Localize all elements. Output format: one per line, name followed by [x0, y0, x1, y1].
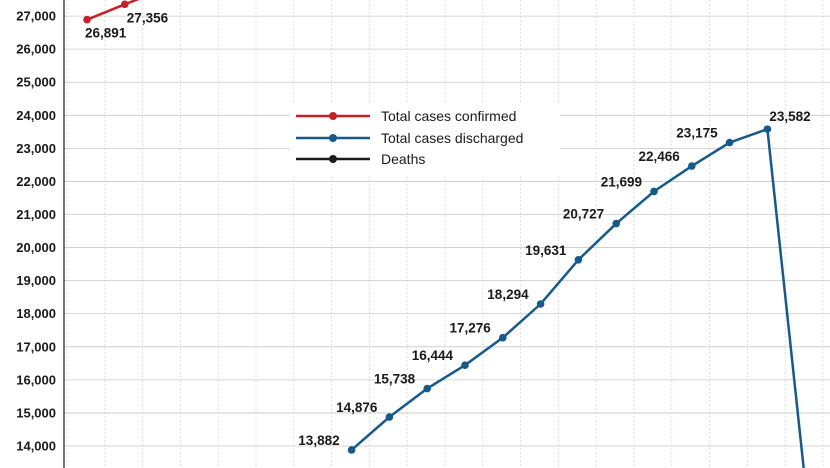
y-tick-label: 27,000	[16, 9, 56, 24]
grid-lines	[64, 0, 830, 468]
data-label: 19,631	[525, 243, 567, 258]
data-point	[347, 446, 356, 454]
legend-marker-discharged	[329, 134, 337, 142]
y-tick-label: 21,000	[16, 207, 56, 222]
data-point	[536, 300, 545, 308]
data-label: 26,891	[85, 26, 127, 41]
data-point	[121, 0, 129, 9]
data-point	[423, 384, 432, 393]
data-label: 17,276	[450, 321, 492, 336]
y-tick-label: 18,000	[16, 306, 56, 321]
legend-label-discharged: Total cases discharged	[381, 130, 523, 146]
data-label: 21,699	[601, 174, 642, 189]
y-tick-label: 25,000	[16, 75, 56, 90]
data-point	[499, 333, 507, 342]
series-line	[350, 127, 805, 468]
y-tick-label: 23,000	[16, 141, 56, 156]
data-label: 18,294	[487, 287, 529, 302]
series-1: 13,882 14,876 15,738 16,444 17,276 18,294 19,6…	[298, 109, 811, 468]
legend-item-confirmed: Total cases confirmed	[296, 108, 516, 124]
data-label: 14,876	[336, 400, 378, 415]
y-tick-label: 26,000	[16, 42, 56, 57]
y-tick-label: 20,000	[16, 240, 56, 255]
data-label: 22,466	[639, 149, 681, 164]
y-tick-label: 22,000	[16, 174, 56, 189]
data-point	[612, 219, 620, 228]
data-label: 27,356	[127, 10, 169, 25]
legend-label-confirmed: Total cases confirmed	[381, 108, 516, 124]
legend-marker-confirmed	[329, 112, 337, 120]
data-point	[83, 15, 91, 24]
legend-item-discharged: Total cases discharged	[296, 130, 523, 146]
y-tick-label: 14,000	[16, 439, 56, 454]
legend: Total cases confirmed Total cases discha…	[290, 104, 560, 174]
data-point	[574, 255, 583, 264]
data-label: 23,582	[769, 109, 810, 124]
legend-marker-deaths	[329, 155, 337, 163]
data-point	[385, 413, 394, 421]
data-point	[763, 125, 772, 133]
y-tick-label: 16,000	[16, 372, 56, 387]
data-point	[688, 162, 696, 170]
data-point	[461, 361, 469, 369]
data-label: 20,727	[563, 207, 604, 222]
y-axis: 14,000 15,000 16,000 17,000 18,000 19,000 20,0…	[16, 0, 65, 468]
legend-label-deaths: Deaths	[381, 151, 425, 167]
data-label: 16,444	[412, 348, 454, 363]
data-label: 15,738	[374, 372, 416, 387]
legend-item-deaths: Deaths	[296, 151, 425, 167]
y-tick-label: 15,000	[16, 405, 56, 420]
data-label: 23,175	[676, 126, 718, 141]
y-tick-label: 17,000	[16, 339, 56, 354]
y-tick-label: 19,000	[16, 273, 56, 288]
data-label: 13,882	[298, 433, 339, 448]
data-point	[725, 138, 734, 147]
data-point	[650, 187, 658, 196]
y-tick-label: 24,000	[16, 108, 56, 123]
